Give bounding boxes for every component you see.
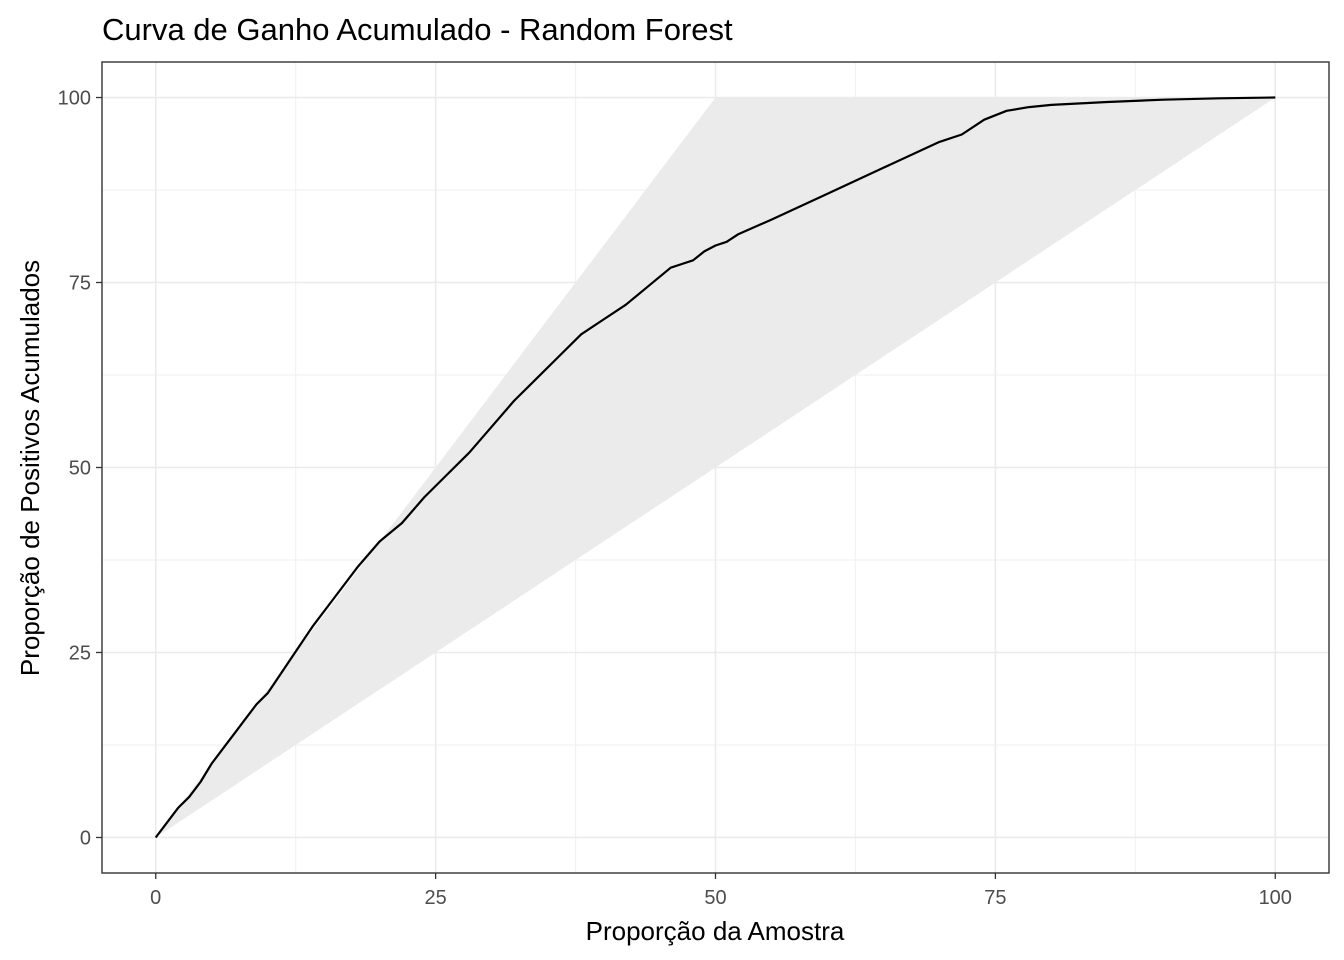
y-tick-label: 50	[69, 458, 91, 480]
x-axis-title: Proporção da Amostra	[586, 916, 845, 946]
x-tick-label: 25	[424, 887, 446, 909]
y-axis: 0 25 50 75 100	[58, 88, 102, 849]
x-tick-label: 100	[1259, 887, 1292, 909]
x-tick-label: 75	[984, 887, 1006, 909]
x-tick-label: 0	[150, 887, 161, 909]
y-tick-label: 25	[69, 642, 91, 664]
y-axis-title: Proporção de Positivos Acumulados	[15, 260, 45, 676]
chart-title: Curva de Ganho Acumulado - Random Forest	[102, 12, 733, 47]
y-tick-label: 100	[58, 88, 91, 110]
x-axis: 0 25 50 75 100	[150, 873, 1292, 909]
series-line	[154, 96, 1276, 839]
y-tick-label: 75	[69, 273, 91, 295]
x-tick-label: 50	[704, 887, 726, 909]
y-tick-label: 0	[80, 827, 91, 849]
